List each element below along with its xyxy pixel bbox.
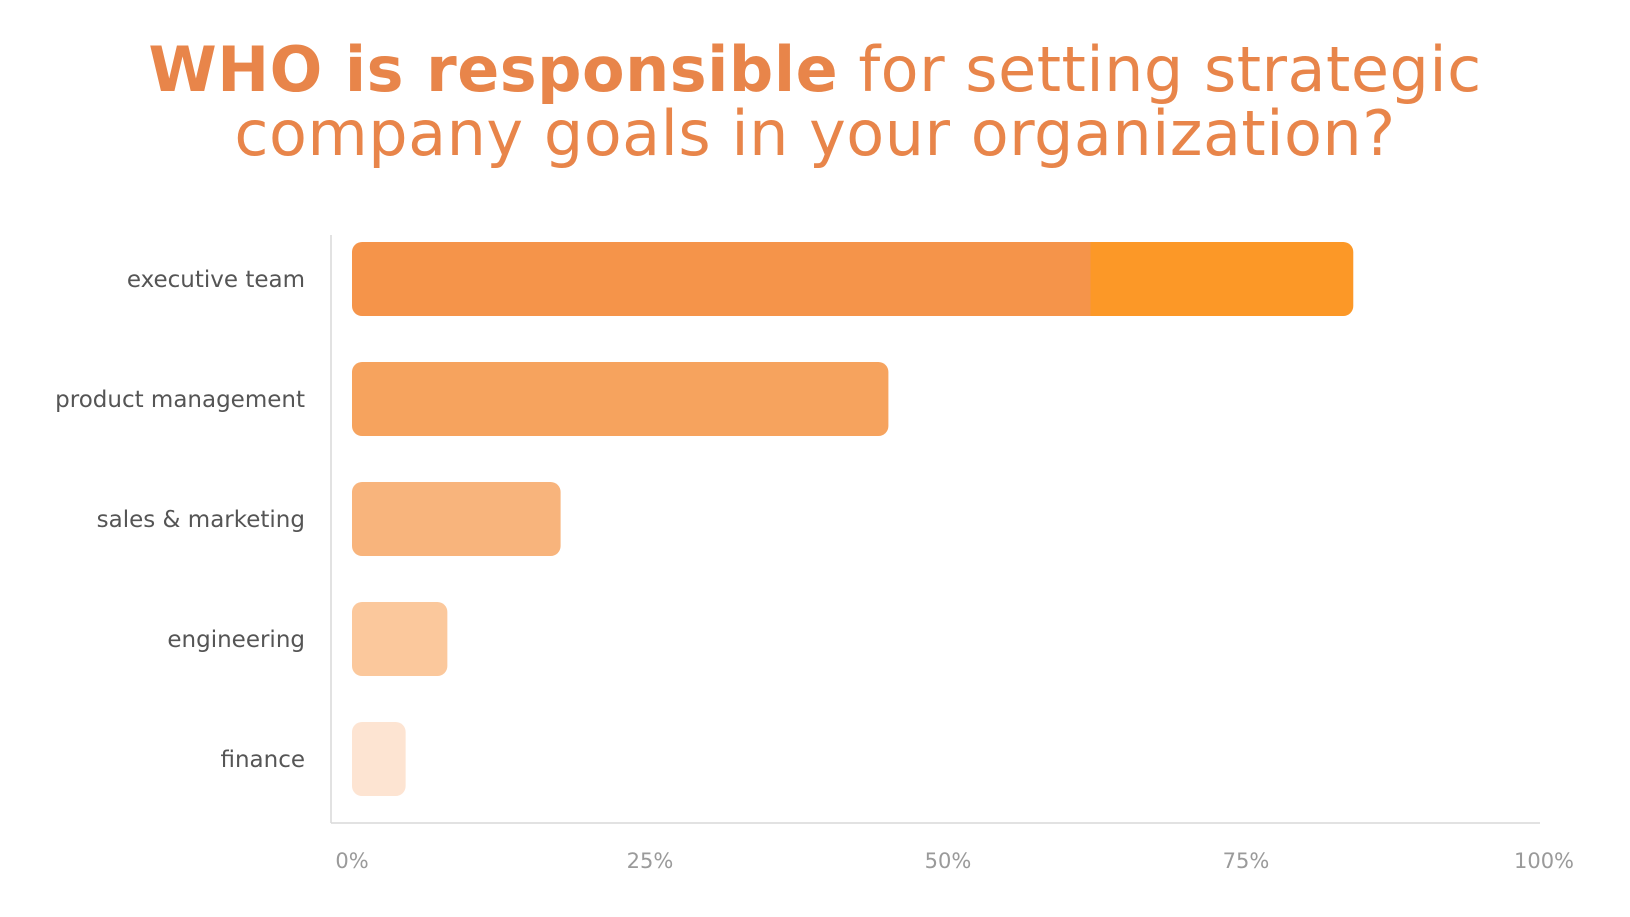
bar-sales-marketing	[352, 482, 561, 556]
category-label: engineering	[167, 627, 305, 653]
x-tick-label: 25%	[627, 849, 674, 873]
bar-executive-team	[352, 242, 1354, 316]
x-tick-label: 50%	[925, 849, 972, 873]
title-line1-rest: for setting strategic	[838, 33, 1482, 106]
category-label: finance	[220, 747, 305, 773]
category-label: product management	[55, 387, 305, 413]
chart-title: WHO is responsible for setting strategic…	[0, 38, 1630, 166]
x-tick-label: 75%	[1223, 849, 1270, 873]
bar-finance	[352, 722, 406, 796]
title-bold-part: WHO is responsible	[148, 33, 839, 106]
category-label: executive team	[127, 267, 305, 293]
title-line-1: WHO is responsible for setting strategic	[0, 38, 1630, 102]
title-line-2: company goals in your organization?	[234, 97, 1396, 170]
bar-engineering	[352, 602, 448, 676]
x-tick-label: 0%	[335, 849, 368, 873]
x-tick-label: 100%	[1514, 849, 1574, 873]
bar-product-management	[352, 362, 889, 436]
category-label: sales & marketing	[97, 507, 305, 533]
